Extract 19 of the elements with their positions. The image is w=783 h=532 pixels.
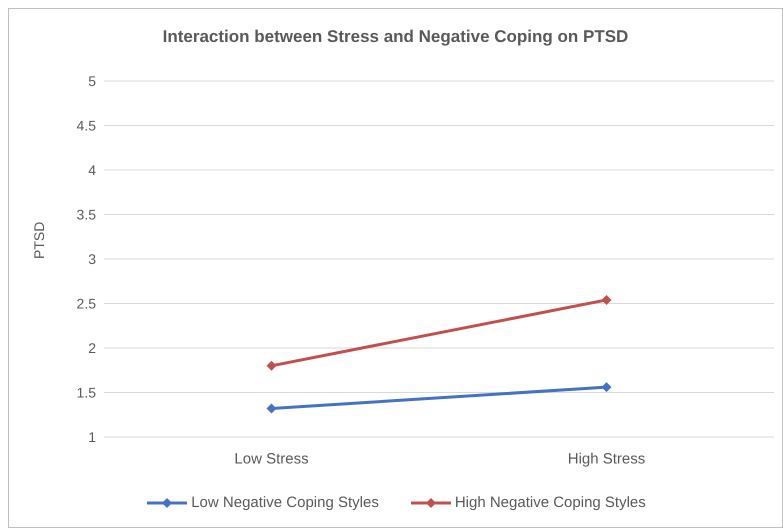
point bbox=[602, 382, 612, 392]
y-tick-label: 5 bbox=[88, 72, 96, 89]
y-tick-label: 2.5 bbox=[76, 295, 96, 312]
point bbox=[602, 294, 612, 305]
y-tick-label: 1.5 bbox=[76, 384, 96, 400]
chart-title: Interaction between Stress and Negative Coping on PTSD bbox=[162, 27, 630, 47]
y-axis-title: PTSD bbox=[30, 222, 47, 259]
legend-label: Low Negative Coping Styles bbox=[191, 494, 379, 511]
y-tick-label: 2 bbox=[88, 340, 96, 356]
x-tick-label: High Stress bbox=[568, 450, 646, 468]
y-tick-label: 3 bbox=[88, 250, 96, 267]
point bbox=[266, 360, 276, 371]
legend-label: High Negative Coping Styles bbox=[454, 494, 646, 511]
point bbox=[266, 404, 276, 414]
y-tick-label: 4 bbox=[88, 162, 96, 178]
y-tick-label: 1 bbox=[88, 428, 96, 445]
y-tick-label: 3.5 bbox=[76, 206, 96, 222]
x-tick-label: Low Stress bbox=[234, 450, 309, 468]
y-tick-label: 4.5 bbox=[76, 117, 96, 134]
